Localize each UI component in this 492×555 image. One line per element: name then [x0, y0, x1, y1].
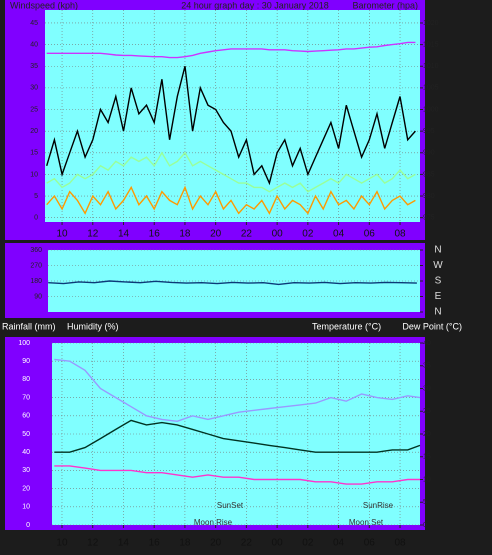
y2-tick-label: 10 [423, 476, 431, 483]
x-tick-label: 18 [179, 229, 191, 240]
y2-tick-label: 985 [423, 171, 435, 178]
x-tick-label: 16 [149, 538, 161, 549]
y2-tick-label: 35 [423, 363, 431, 370]
x-tick-label: 04 [333, 538, 345, 549]
x-tick-label: 12 [87, 538, 99, 549]
y-tick-label: 70 [22, 394, 30, 401]
y2-tick-label: 25 [423, 408, 431, 415]
y2-tick-label: 30 [423, 385, 431, 392]
series-line [46, 66, 416, 186]
x-tick-label: 16 [149, 229, 161, 240]
x-tick-label: 08 [394, 538, 406, 549]
y2-tick-label: 5 [423, 499, 427, 506]
x-tick-label: 02 [302, 538, 314, 549]
y-tick-label: 180 [30, 278, 42, 285]
y-tick-label: 25 [30, 106, 38, 113]
x-tick-label: 12 [87, 229, 99, 240]
y-label: Windspeed (kph) [10, 0, 78, 10]
series-line [54, 358, 421, 423]
plot-area [45, 10, 420, 222]
y2-tick-label: S [435, 276, 442, 287]
y-tick-label: 80 [22, 376, 30, 383]
y-tick-label: 100 [18, 340, 30, 347]
x-tick-label: 10 [56, 229, 68, 240]
y-tick-label: 10 [22, 504, 30, 511]
annotation: SunSet [217, 501, 244, 510]
x-tick-label: 04 [333, 229, 345, 240]
x-tick-label: 00 [272, 229, 284, 240]
y-tick-label: 30 [22, 467, 30, 474]
x-tick-label: 14 [118, 538, 130, 549]
x-tick-label: 00 [272, 538, 284, 549]
y-tick-label: 0 [34, 215, 38, 222]
y2-tick-label: 1010 [423, 63, 439, 70]
series-line [46, 185, 416, 215]
y2-tick-label: N [434, 307, 441, 318]
series-line [46, 41, 416, 59]
y-tick-label: 270 [30, 262, 42, 269]
y2-tick-label: 1005 [423, 85, 439, 92]
y2-label: Dew Point (°C) [402, 321, 462, 331]
y2-tick-label: 20 [423, 431, 431, 438]
x-tick-label: 22 [241, 538, 253, 549]
y-tick-label: 30 [30, 85, 38, 92]
y2-tick-label: 990 [423, 150, 435, 157]
y2-tick-label: 975 [423, 215, 435, 222]
x-tick-label: 20 [210, 538, 222, 549]
series-line [54, 465, 420, 485]
y-tick-label: 20 [22, 485, 30, 492]
y-tick-label: 90 [22, 358, 30, 365]
y2-tick-label: 1000 [423, 106, 439, 113]
y2-tick-label: N [434, 245, 441, 256]
y-tick-label: 60 [22, 413, 30, 420]
y-tick-label: 90 [34, 293, 42, 300]
y2-tick-label: 15 [423, 454, 431, 461]
y-tick-label: 5 [34, 193, 38, 200]
y-label: Rainfall (mm) [2, 321, 56, 331]
y2-tick-label: 1020 [423, 20, 439, 27]
chart-title: 24 hour graph day : 30 January 2018 [181, 0, 329, 10]
y-tick-label: 20 [30, 128, 38, 135]
x-tick-label: 06 [364, 538, 376, 549]
y2-tick-label: 40 [423, 340, 431, 347]
y2-tick-label: W [433, 260, 443, 271]
y-tick-label: 35 [30, 63, 38, 70]
y2-label: Temperature (°C) [312, 321, 381, 331]
annotation: Moon Set [349, 518, 384, 527]
x-tick-label: 06 [364, 229, 376, 240]
series-line [46, 151, 416, 193]
y2-tick-label: 1015 [423, 41, 439, 48]
y-tick-label: 45 [30, 20, 38, 27]
x-tick-label: 10 [56, 538, 68, 549]
y2-tick-label: E [435, 291, 442, 302]
x-tick-label: 02 [302, 229, 314, 240]
x-tick-label: 14 [118, 229, 130, 240]
x-tick-label: 18 [179, 538, 191, 549]
x-tick-label: 08 [394, 229, 406, 240]
y-tick-label: 40 [22, 449, 30, 456]
annotation: SunRise [363, 501, 394, 510]
y-tick-label: 15 [30, 150, 38, 157]
y2-tick-label: 995 [423, 128, 435, 135]
y-tick-label: 40 [30, 41, 38, 48]
y-tick-label: 10 [30, 171, 38, 178]
y-tick-label: 50 [22, 431, 30, 438]
y2-label: Barometer (hpa) [352, 0, 418, 10]
series-line [54, 419, 421, 453]
y-tick-label: 0 [26, 522, 30, 529]
y2-tick-label: 980 [423, 193, 435, 200]
y-tick-label: 360 [30, 247, 42, 254]
annotation: Moon Rise [194, 518, 233, 527]
y2-tick-label: 0 [423, 522, 427, 529]
series-line [48, 280, 417, 286]
y-label: Humidity (%) [67, 321, 119, 331]
x-tick-label: 22 [241, 229, 253, 240]
x-tick-label: 20 [210, 229, 222, 240]
